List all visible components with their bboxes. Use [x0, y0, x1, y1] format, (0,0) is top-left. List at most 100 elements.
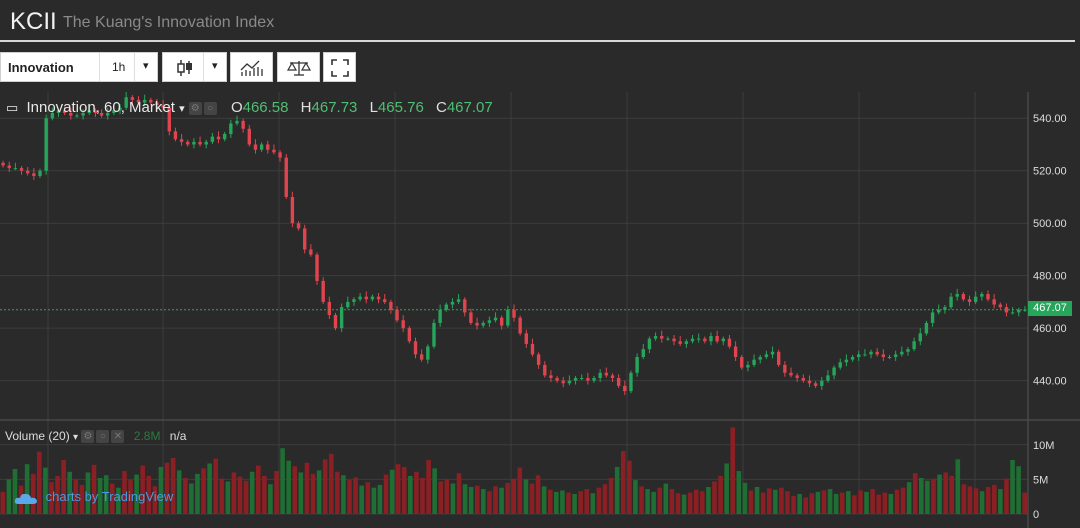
candle-body [383, 299, 387, 302]
indicators-button[interactable] [230, 52, 273, 82]
candle-body [733, 346, 738, 358]
legend-collapse-icon[interactable]: ▭ [6, 100, 19, 115]
interval-select[interactable]: 1h [112, 60, 126, 74]
candle-body [973, 296, 978, 302]
candle-body [198, 141, 202, 145]
volume-bar [736, 471, 742, 514]
close-icon[interactable]: ✕ [111, 430, 125, 444]
tradingview-branding[interactable]: charts by TradingView [14, 489, 173, 505]
candle-body [346, 301, 350, 308]
candle-body [247, 128, 251, 145]
volume-bar [164, 462, 170, 514]
candle-body [69, 112, 73, 116]
candle-body [543, 364, 547, 376]
volume-bar [225, 481, 231, 514]
candle-body [1017, 309, 1021, 313]
symbol-title: KCII [10, 8, 57, 35]
candle-body [820, 380, 824, 386]
price-tick-label: 500.00 [1033, 218, 1067, 230]
price-tick-label: 540.00 [1033, 113, 1067, 125]
volume-bar [937, 474, 942, 514]
volume-bar [97, 478, 103, 514]
candle-body [370, 296, 375, 300]
candle-body [900, 351, 904, 355]
volume-bar [219, 478, 225, 514]
settings-icon[interactable]: ⚙ [81, 430, 95, 444]
volume-bar [304, 462, 310, 514]
candle-body [672, 338, 676, 342]
candle-body [813, 383, 818, 386]
candle-body [389, 301, 393, 310]
volume-bar [870, 489, 875, 514]
volume-bar [900, 487, 906, 514]
volume-bar [1022, 492, 1027, 514]
volume-bar [201, 468, 206, 514]
volume-bar [116, 487, 121, 514]
volume-bar [122, 471, 127, 514]
candle-body [266, 144, 270, 150]
legend-title[interactable]: Innovation, 60, Market [26, 99, 175, 116]
candle-body [161, 105, 165, 108]
candlestick-icon [177, 60, 192, 76]
fullscreen-button[interactable] [323, 52, 356, 82]
volume-bar [572, 493, 577, 514]
current-price-tag: 467.07 [1028, 301, 1072, 316]
volume-tick-label: 0 [1033, 509, 1039, 521]
candle-body [499, 317, 504, 326]
volume-bar [560, 490, 565, 514]
volume-bar [687, 492, 693, 514]
header-divider [0, 40, 1075, 42]
chart-area[interactable]: 540.00 520.00 500.00 480.00 460.00 440.00 10M 5… [0, 92, 1080, 528]
interval-dropdown-icon[interactable]: ▾ [143, 60, 149, 72]
volume-bar [943, 472, 948, 514]
volume-dropdown-icon[interactable]: ▾ [73, 432, 79, 443]
volume-bar [73, 479, 79, 514]
volume-bar [985, 487, 991, 514]
volume-bar [627, 460, 632, 514]
candle-body [690, 338, 695, 342]
scales-icon [286, 61, 312, 76]
candle-body [512, 309, 516, 318]
hide-icon[interactable]: ○ [203, 101, 217, 115]
volume-bar [30, 473, 36, 514]
candle-body [598, 372, 602, 379]
volume-bar [1016, 466, 1021, 514]
volume-bar [912, 473, 918, 514]
volume-bar [554, 491, 559, 514]
volume-bar [389, 469, 395, 514]
chart-style-dropdown-icon[interactable]: ▾ [212, 60, 218, 72]
candle-body [241, 120, 245, 129]
candle-body [259, 144, 264, 150]
close-value: 467.07 [446, 99, 493, 116]
volume-bar [49, 482, 54, 514]
open-label: O [230, 99, 243, 116]
hide-icon[interactable]: ○ [96, 430, 110, 444]
volume-bar [535, 475, 541, 514]
candle-body [235, 120, 239, 124]
volume-bar [876, 494, 882, 514]
volume-bar [894, 489, 900, 514]
volume-title[interactable]: Volume (20) [5, 429, 70, 443]
candle-body [426, 346, 430, 360]
volume-bar [541, 486, 547, 514]
volume-bar [742, 482, 748, 514]
legend-dropdown-icon[interactable]: ▾ [179, 103, 185, 115]
symbol-select[interactable]: Innovation [8, 60, 74, 75]
candle-body [413, 341, 418, 355]
volume-bar [645, 489, 650, 514]
candle-body [715, 336, 719, 342]
candle-body [635, 357, 639, 373]
candle-body [801, 378, 806, 381]
volume-bar [919, 478, 924, 514]
settings-icon[interactable]: ⚙ [188, 101, 202, 115]
candle-body [918, 333, 922, 342]
candle-body [893, 354, 898, 358]
candle-body [1010, 312, 1015, 314]
candle-body [906, 349, 910, 352]
chart-style-button[interactable]: ▾ [162, 52, 227, 82]
volume-bar [547, 489, 553, 514]
compare-button[interactable] [277, 52, 320, 82]
candle-body [721, 338, 725, 342]
candle-body [703, 338, 707, 342]
high-label: H [300, 99, 312, 116]
